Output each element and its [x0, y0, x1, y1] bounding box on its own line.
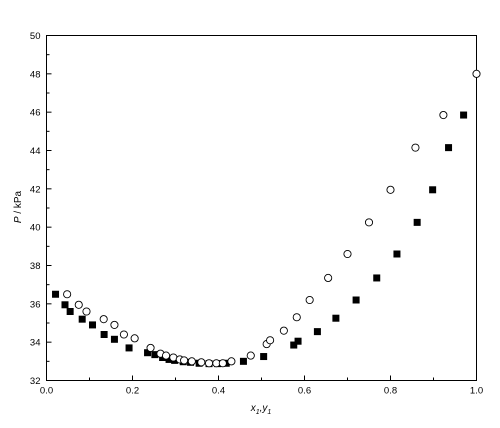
- filled-square-marker: [445, 144, 453, 152]
- filled-square-marker: [413, 218, 421, 226]
- filled-square-marker: [151, 351, 159, 359]
- y-axis-ticks: 32 34 36 38 40 42 44 46 48 50: [30, 31, 52, 387]
- y-tick-label: 50: [30, 31, 41, 42]
- open-circle-marker: [204, 359, 214, 368]
- open-circle-marker: [63, 290, 72, 299]
- filled-square-marker: [89, 321, 97, 329]
- open-circle-marker: [266, 336, 275, 345]
- y-tick-label: 44: [30, 146, 41, 157]
- open-circle-marker: [472, 69, 481, 78]
- open-circle-marker: [343, 249, 352, 259]
- open-circle-marker: [227, 357, 236, 366]
- filled-square-marker: [260, 353, 268, 361]
- open-circle-marker: [305, 295, 314, 305]
- open-circle-marker: [246, 351, 255, 360]
- filled-square-marker: [373, 274, 381, 282]
- open-circle-marker: [110, 320, 119, 329]
- open-circle-marker: [386, 185, 395, 194]
- y-tick-label: 40: [30, 223, 41, 234]
- filled-square-marker: [239, 357, 247, 365]
- y-tick-label: 38: [30, 261, 41, 272]
- open-circle-marker: [74, 300, 83, 309]
- open-circle-marker: [292, 313, 301, 322]
- x-tick-label: 0.2: [126, 386, 139, 397]
- x-axis-ticks: 0.0 0.2 0.4 0.6 0.8 1.0: [40, 375, 483, 397]
- filled-square-marker: [125, 344, 133, 352]
- open-circle-marker: [197, 358, 206, 367]
- open-circle-marker: [146, 343, 155, 352]
- open-circle-marker: [82, 307, 91, 316]
- plot-area-frame: [46, 35, 477, 381]
- open-circle-marker: [439, 110, 448, 120]
- filled-square-marker: [165, 355, 173, 363]
- y-tick-label: 34: [30, 338, 41, 349]
- open-circle-marker: [161, 351, 171, 360]
- filled-square-marker: [52, 290, 60, 298]
- filled-square-marker: [352, 296, 360, 304]
- open-circle-marker: [130, 334, 139, 343]
- x-tick-label: 0.8: [384, 386, 397, 397]
- open-circle-marker: [180, 356, 189, 365]
- filled-square-marker: [332, 314, 340, 322]
- open-circle-marker: [279, 326, 288, 335]
- filled-square-marker: [294, 337, 302, 345]
- filled-square-marker: [100, 331, 108, 338]
- x-axis-label: x1,y1: [250, 403, 272, 416]
- y-tick-label: 48: [30, 69, 41, 80]
- y-tick-label: 36: [30, 299, 41, 310]
- filled-square-marker: [78, 315, 86, 323]
- filled-square-marker: [393, 250, 401, 258]
- filled-square-marker: [460, 111, 468, 119]
- filled-square-marker: [110, 335, 118, 343]
- x-tick-label: 0.6: [298, 386, 311, 397]
- x-tick-label: 0.0: [40, 386, 53, 397]
- x-tick-label: 1.0: [470, 386, 483, 397]
- filled-square-marker: [144, 349, 152, 357]
- y-tick-label: 42: [30, 184, 41, 195]
- filled-square-marker: [429, 186, 437, 194]
- filled-square-marker: [61, 301, 69, 309]
- filled-square-marker: [313, 328, 321, 336]
- open-circle-marker: [218, 359, 227, 368]
- filled-square-marker: [66, 308, 74, 315]
- x-tick-label: 0.4: [212, 386, 225, 397]
- open-circle-marker: [324, 273, 333, 283]
- data-markers: [52, 69, 481, 368]
- y-tick-label: 32: [30, 376, 41, 387]
- y-tick-label: 46: [30, 108, 41, 119]
- y-axis-label: P / kPa: [13, 190, 24, 223]
- open-circle-marker: [187, 357, 196, 366]
- open-circle-marker: [119, 330, 128, 339]
- open-circle-marker: [411, 143, 420, 152]
- open-circle-marker: [364, 218, 374, 227]
- open-circle-marker: [99, 315, 108, 324]
- filled-square-marker: [290, 341, 298, 349]
